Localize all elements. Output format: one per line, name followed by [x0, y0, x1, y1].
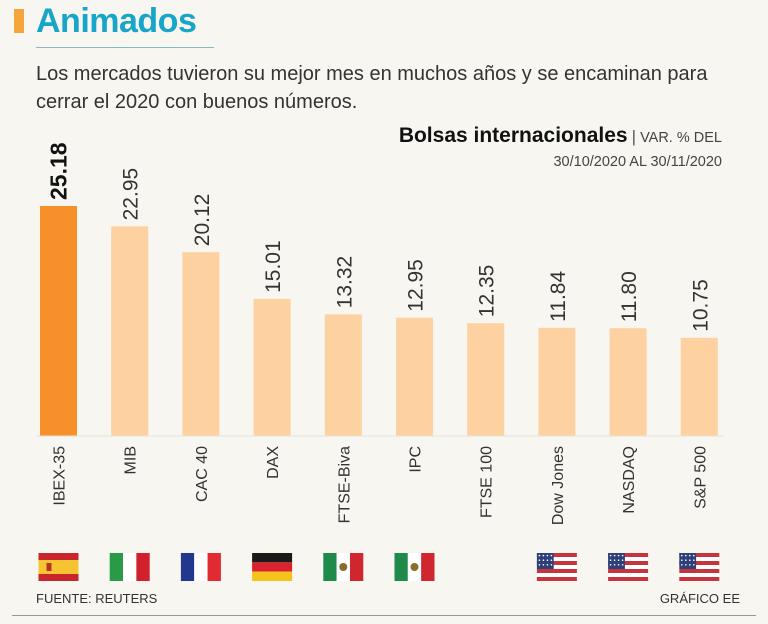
- category-label-dow-jones: Dow Jones: [550, 446, 567, 525]
- flag-mexico-icon: [394, 553, 435, 581]
- chart-unit-line1: VAR. % DEL: [640, 130, 722, 146]
- source-note: FUENTE: REUTERS: [36, 591, 158, 606]
- page-title: Animados: [36, 2, 197, 40]
- bar-mib: [111, 226, 149, 436]
- value-label-dax: 15.01: [262, 240, 285, 293]
- bar-cac-40: [182, 252, 220, 436]
- value-label-ibex-35: 25.18: [46, 142, 72, 200]
- value-label-mib: 22.95: [120, 168, 143, 221]
- category-label-cac-40: CAC 40: [194, 446, 211, 502]
- value-label-s-p-500: 10.75: [689, 279, 712, 332]
- value-label-ipc: 12.95: [405, 259, 428, 312]
- flag-usa-icon: [536, 553, 577, 581]
- category-label-mib: MIB: [123, 446, 140, 474]
- value-label-ftse-100: 12.35: [476, 265, 499, 318]
- chart-heading: Bolsas internacionales | VAR. % DEL 30/1…: [399, 124, 722, 174]
- bar-s-p-500: [680, 337, 718, 436]
- flag-italy-icon: [109, 553, 150, 581]
- chart-unit-line2: 30/10/2020 AL 30/11/2020: [553, 154, 722, 170]
- chart-title: Bolsas internacionales: [398, 124, 628, 147]
- flag-usa-icon: [679, 553, 720, 581]
- category-label-ipc: IPC: [408, 446, 425, 473]
- category-label-ftse-100: FTSE 100: [479, 446, 496, 518]
- category-label-nasdaq: NASDAQ: [621, 446, 638, 514]
- chart-heading-separator: |: [631, 127, 637, 146]
- page-subtitle: Los mercados tuvieron su mejor mes en mu…: [36, 63, 708, 113]
- flag-germany-icon: [252, 553, 293, 581]
- title-accent-bar: [14, 9, 24, 33]
- bar-ipc: [396, 317, 433, 436]
- flag-usa-icon: [608, 553, 649, 581]
- bar-nasdaq: [609, 328, 647, 436]
- value-label-nasdaq: 11.80: [618, 271, 641, 322]
- flag-mexico-icon: [323, 553, 364, 581]
- category-label-ibex-35: IBEX-35: [52, 446, 69, 506]
- bar-ftse-100: [467, 323, 505, 436]
- bar-ftse-biva: [324, 314, 362, 436]
- flag-france-icon: [180, 553, 221, 581]
- value-label-ftse-biva: 13.32: [333, 256, 356, 309]
- value-label-dow-jones: 11.84: [547, 271, 570, 322]
- bar-dow-jones: [538, 327, 576, 436]
- category-label-s-p-500: S&P 500: [692, 446, 709, 509]
- value-label-cac-40: 20.12: [191, 194, 214, 247]
- category-label-ftse-biva: FTSE-Biva: [336, 446, 353, 523]
- bar-dax: [253, 298, 291, 436]
- footer-divider: [12, 615, 756, 616]
- graphic-credit: GRÁFICO EE: [659, 591, 740, 606]
- flag-spain-icon: [38, 553, 79, 581]
- title-underline: [36, 47, 214, 48]
- category-label-dax: DAX: [265, 446, 282, 479]
- bar-ibex-35: [40, 206, 77, 436]
